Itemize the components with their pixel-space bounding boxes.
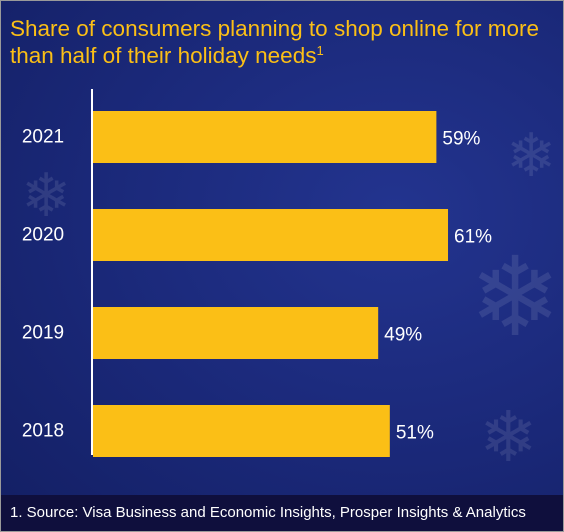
value-label-2019: 49% [384, 325, 422, 346]
category-label-2018: 2018 [22, 421, 64, 442]
value-label-2021: 59% [442, 129, 480, 150]
bar-2018 [93, 405, 390, 457]
source-footnote: 1. Source: Visa Business and Economic In… [1, 495, 563, 531]
footnote-marker: 1 [316, 43, 324, 58]
value-label-2020: 61% [454, 227, 492, 248]
bar-2021 [93, 111, 437, 163]
value-label-2018: 51% [396, 423, 434, 444]
chart-title: Share of consumers planning to shop onli… [10, 16, 540, 68]
bar-2020 [93, 209, 449, 261]
category-label-2020: 2020 [22, 225, 64, 246]
category-label-2021: 2021 [22, 127, 64, 148]
bar-2019 [93, 307, 379, 359]
category-label-2019: 2019 [22, 323, 64, 344]
